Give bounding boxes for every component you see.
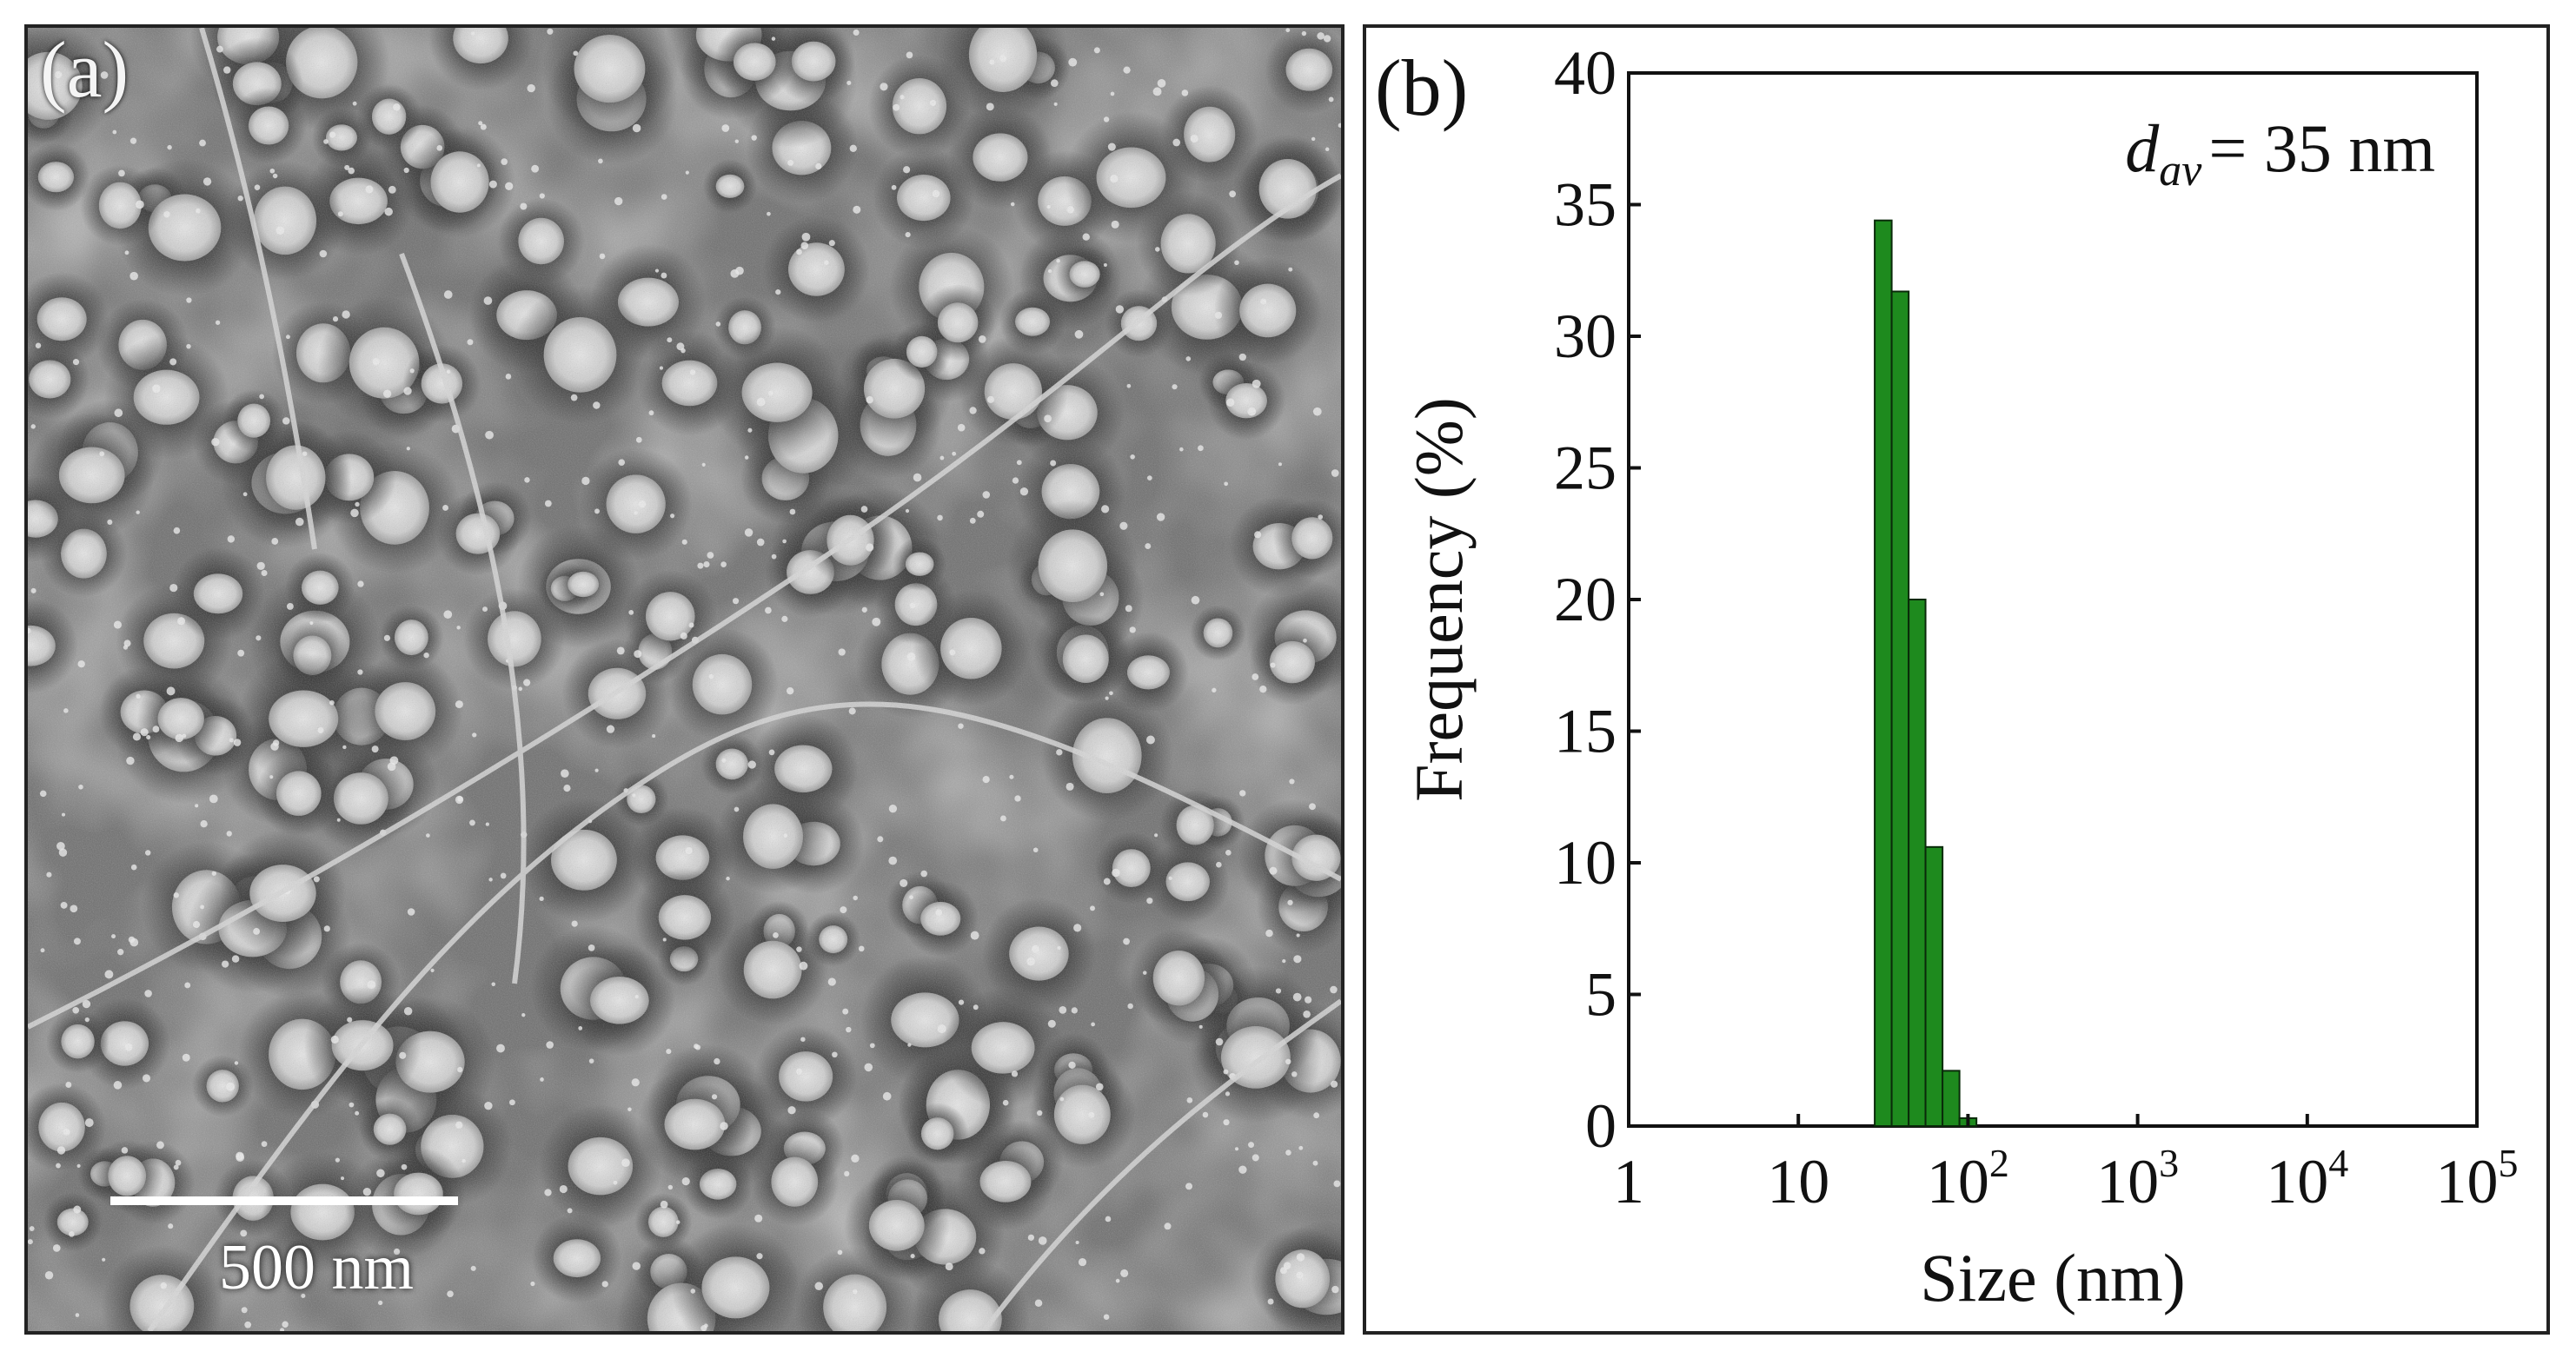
x-axis-ticks: 1 10 102 103 104 105 — [1613, 1114, 2519, 1216]
y-tick-label: 30 — [1554, 301, 1617, 371]
histogram-chart: (b) 1 10 102 103 104 105 0 5 10 15 20 25 30 35 40 dav… — [1375, 38, 2519, 1315]
x-tick-label: 103 — [2096, 1141, 2179, 1216]
x-tick-label: 1 — [1613, 1147, 1644, 1216]
average-diameter-annotation: dav = 35 nm — [2125, 110, 2435, 195]
histogram-bar — [1942, 1070, 1961, 1127]
plot-area: 1 10 102 103 104 105 0 5 10 15 20 25 30 35 40 — [1554, 38, 2519, 1216]
histogram-bar — [1874, 219, 1893, 1127]
y-tick-label: 0 — [1585, 1091, 1617, 1161]
x-tick-label: 102 — [1927, 1141, 2009, 1216]
x-tick-label: 105 — [2436, 1141, 2519, 1216]
y-tick-label: 25 — [1554, 434, 1617, 503]
annotation-subscript: av — [2159, 146, 2202, 195]
plot-frame — [1627, 71, 2479, 1128]
scale-bar-label: 500 nm — [218, 1232, 415, 1303]
y-tick-label: 5 — [1585, 960, 1617, 1030]
x-tick-label: 104 — [2266, 1141, 2348, 1216]
y-tick-label: 10 — [1554, 828, 1617, 898]
y-tick-label: 40 — [1554, 38, 1617, 108]
histogram-bar — [1890, 290, 1910, 1127]
y-tick-label: 20 — [1554, 565, 1617, 634]
y-tick-label: 35 — [1554, 170, 1617, 240]
x-axis-label: Size (nm) — [1920, 1240, 2185, 1315]
panel-b-label: (b) — [1375, 43, 1468, 132]
y-tick-label: 15 — [1554, 697, 1617, 766]
histogram-bars — [1874, 219, 1978, 1128]
tem-micrograph-panel: (a) 500 nm — [24, 24, 1344, 1335]
scale-bar — [110, 1196, 458, 1205]
annotation-symbol: d — [2125, 110, 2160, 186]
y-axis-ticks: 0 5 10 15 20 25 30 35 40 — [1554, 38, 1641, 1161]
size-distribution-panel: (b) 1 10 102 103 104 105 0 5 10 15 20 25 30 35 40 dav… — [1363, 24, 2550, 1335]
x-tick-label: 10 — [1767, 1147, 1829, 1216]
annotation-value: = 35 nm — [2208, 110, 2435, 186]
histogram-bar — [1924, 845, 1944, 1127]
tem-image — [28, 28, 1341, 1331]
histogram-bar — [1908, 599, 1927, 1127]
panel-a-label: (a) — [40, 25, 129, 114]
y-axis-label: Frequency (%) — [1401, 397, 1477, 802]
